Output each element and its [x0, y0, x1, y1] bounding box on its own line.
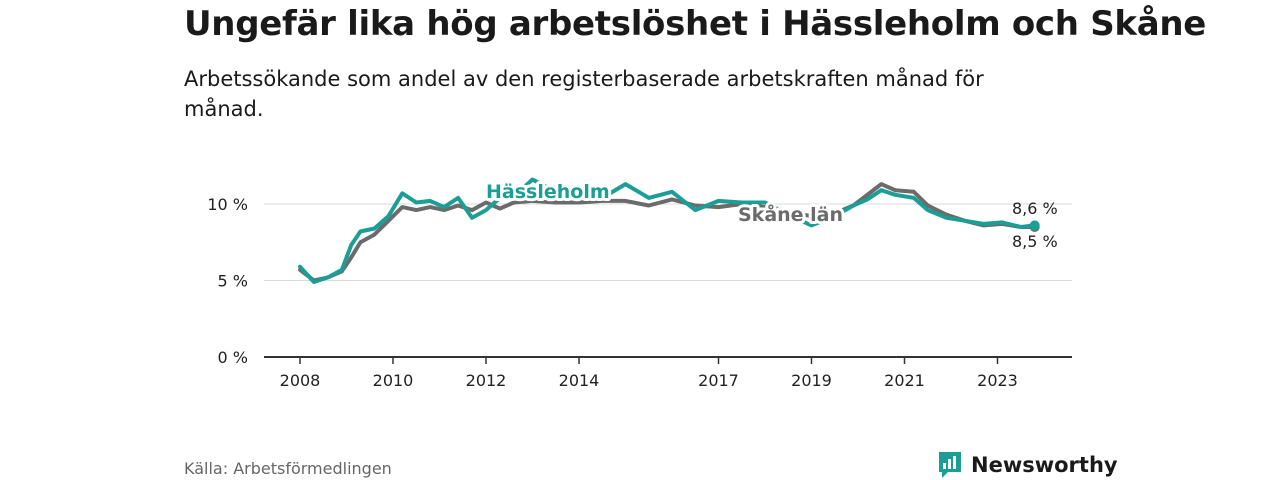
data-point-hassleholm: [694, 208, 697, 212]
series-label-skane: Skåne län: [738, 202, 843, 226]
data-point-hassleholm: [340, 268, 344, 271]
data-point-hassleholm: [787, 213, 790, 216]
data-point-hassleholm: [484, 208, 488, 212]
data-point-hassleholm: [498, 196, 502, 200]
data-point-skane: [926, 204, 929, 207]
data-point-hassleholm: [717, 199, 720, 203]
data-point-skane: [373, 233, 376, 236]
data-point-hassleholm: [554, 190, 557, 193]
data-point-hassleholm: [866, 198, 869, 201]
data-point-hassleholm: [982, 222, 985, 226]
y-tick-label: 10 %: [207, 195, 248, 214]
data-point-hassleholm: [601, 196, 604, 200]
data-point-skane: [484, 201, 488, 204]
x-tick-label: 2012: [466, 371, 507, 390]
data-point-hassleholm: [442, 205, 446, 209]
data-point-skane: [624, 199, 627, 203]
x-tick-label: 2014: [559, 371, 600, 390]
bar-chart-icon: [939, 452, 961, 478]
data-point-skane: [577, 201, 581, 204]
data-point-skane: [670, 198, 674, 201]
data-point-hassleholm: [326, 276, 330, 279]
y-tick-label: 5 %: [218, 272, 248, 291]
data-point-hassleholm: [647, 196, 650, 200]
data-point-hassleholm: [763, 201, 767, 204]
data-point-hassleholm: [298, 265, 302, 268]
data-point-skane: [359, 241, 362, 244]
data-point-skane: [470, 208, 474, 212]
data-point-hassleholm: [912, 196, 915, 200]
data-point-hassleholm: [577, 192, 581, 195]
data-point-hassleholm: [415, 201, 418, 204]
y-tick-label: 0 %: [218, 348, 248, 367]
data-point-skane: [401, 205, 404, 209]
series-line-hassleholm: [298, 177, 1037, 284]
data-point-hassleholm: [926, 208, 929, 212]
x-tick-label: 2008: [280, 371, 321, 390]
data-point-hassleholm: [945, 216, 948, 219]
brand-name: Newsworthy: [971, 453, 1118, 477]
data-point-hassleholm: [531, 178, 534, 181]
data-point-skane: [647, 204, 650, 207]
chart-title: Ungefär lika hög arbetslöshet i Hässleho…: [184, 4, 1207, 44]
data-point-hassleholm: [880, 189, 883, 192]
data-point-hassleholm: [349, 244, 353, 247]
data-point-skane: [763, 205, 767, 209]
data-point-skane: [894, 189, 897, 192]
data-point-hassleholm: [387, 215, 390, 218]
data-point-hassleholm: [963, 219, 967, 222]
data-point-hassleholm: [624, 182, 627, 186]
end-value-label-skane: 8,5 %: [1012, 232, 1058, 251]
data-point-hassleholm: [359, 230, 362, 233]
data-point-skane: [456, 204, 460, 207]
data-point-skane: [945, 213, 948, 216]
x-tick-label: 2023: [977, 371, 1018, 390]
data-point-skane: [880, 182, 883, 186]
end-value-label-hassleholm: 8,6 %: [1012, 199, 1058, 218]
end-marker-hassleholm: [1029, 220, 1040, 231]
data-point-skane: [415, 208, 418, 212]
data-point-hassleholm: [833, 215, 836, 218]
data-point-skane: [717, 205, 720, 209]
data-point-skane: [349, 256, 353, 259]
data-point-hassleholm: [373, 227, 376, 230]
data-point-hassleholm: [512, 195, 516, 198]
data-point-hassleholm: [670, 190, 674, 193]
x-tick-label: 2017: [698, 371, 739, 390]
x-tick-label: 2021: [884, 371, 925, 390]
x-tick-label: 2019: [791, 371, 832, 390]
data-point-hassleholm: [810, 224, 813, 227]
brand-logo: Newsworthy: [937, 450, 1118, 480]
data-point-hassleholm: [894, 193, 897, 196]
data-point-hassleholm: [1019, 225, 1022, 229]
data-point-skane: [531, 199, 534, 203]
data-point-hassleholm: [312, 280, 316, 284]
data-point-hassleholm: [401, 192, 404, 195]
data-point-skane: [601, 199, 604, 203]
data-point-hassleholm: [852, 204, 855, 207]
data-point-hassleholm: [740, 201, 743, 204]
data-point-skane: [694, 204, 697, 207]
chart-subtitle: Arbetssökande som andel av den registerb…: [184, 67, 984, 121]
data-point-hassleholm: [456, 196, 460, 200]
data-point-skane: [442, 208, 446, 212]
data-point-hassleholm: [429, 199, 432, 203]
data-point-skane: [387, 219, 390, 222]
data-point-skane: [554, 201, 557, 204]
line-chart: 0 % 5 % 10 % 2008 2010 2012 2014 2017 2019 2021 20…: [207, 177, 1072, 390]
data-point-skane: [912, 190, 915, 193]
data-point-hassleholm: [1000, 221, 1004, 224]
data-point-skane: [866, 193, 869, 196]
data-point-skane: [810, 215, 813, 218]
series-label-hassleholm: Hässleholm: [486, 181, 610, 203]
x-tick-label: 2010: [373, 371, 414, 390]
data-point-hassleholm: [470, 216, 474, 219]
data-point-skane: [498, 207, 502, 210]
data-point-skane: [512, 201, 516, 204]
data-point-skane: [429, 205, 432, 209]
source-note: Källa: Arbetsförmedlingen: [184, 459, 392, 478]
